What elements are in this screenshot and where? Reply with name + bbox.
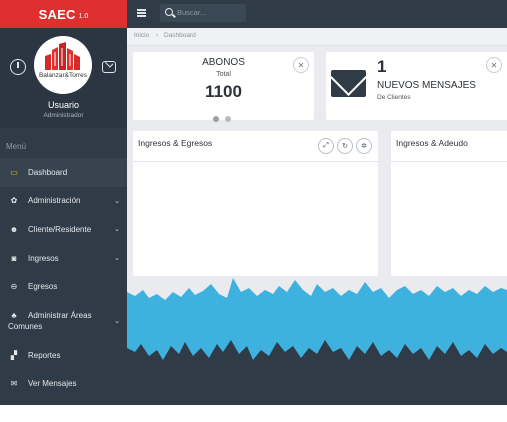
- chevron-down-icon[interactable]: ⌄: [114, 226, 120, 234]
- profile-panel: Balanzar&Torres Usuario Administrador: [0, 28, 127, 128]
- expand-icon[interactable]: ⤢: [318, 138, 334, 154]
- menu-toggle-icon[interactable]: [137, 9, 146, 18]
- chevron-down-icon[interactable]: ⌄: [114, 255, 120, 263]
- settings-icon[interactable]: ✲: [356, 138, 372, 154]
- sidebar-item-label: Dashboard: [28, 167, 68, 177]
- decorative-wave: [127, 278, 507, 405]
- breadcrumb: Inicio › Dashboard: [127, 28, 507, 46]
- panel-tools: ⤢ ↻ ✲: [318, 138, 372, 154]
- panel-ingresos-adeudo: Ingresos & Adeudo: [391, 131, 507, 276]
- sidebar-item-egresos[interactable]: ⊖ Egresos: [0, 272, 127, 301]
- mail-icon: ✉: [10, 379, 18, 389]
- company-logo: Balanzar&Torres: [34, 36, 92, 94]
- sidebar-item-dashboard[interactable]: ▭ Dashboard: [0, 158, 127, 187]
- breadcrumb-current: Dashboard: [164, 32, 196, 39]
- abonos-card: ABONOS Total 1100 ✕: [133, 52, 314, 122]
- logo-buildings-icon: [45, 42, 80, 70]
- reports-icon: ▞: [10, 350, 18, 360]
- sidebar: SAEC 1.0 Balanzar&Torres Usuario: [0, 0, 127, 405]
- abonos-subtitle: Total: [216, 71, 231, 78]
- panel-ingresos-egresos: Ingresos & Egresos ⤢ ↻ ✲: [133, 131, 378, 276]
- sidebar-item-label: Ver Mensajes: [28, 379, 77, 389]
- panel-divider: [133, 161, 378, 162]
- sidebar-item-reportes[interactable]: ▞ Reportes: [0, 341, 127, 370]
- refresh-icon[interactable]: ↻: [337, 138, 353, 154]
- breadcrumb-separator: ›: [156, 32, 159, 39]
- sidebar-item-label: Reportes: [28, 350, 61, 360]
- chevron-down-icon[interactable]: ⌄: [114, 197, 120, 205]
- messages-count: 1: [377, 57, 387, 76]
- minus-circle-icon: ⊖: [10, 282, 18, 292]
- monitor-icon: ▭: [10, 167, 18, 177]
- sidebar-item-label: Administración: [28, 196, 81, 206]
- sidebar-item-cliente-residente[interactable]: ☻ Cliente/Residente ⌄: [0, 215, 127, 244]
- menu-header: Menú: [6, 142, 27, 151]
- users-icon: ☻: [9, 224, 19, 234]
- brand-bar[interactable]: SAEC 1.0: [0, 0, 127, 28]
- sidebar-item-label: Administrar Áreas Comunes: [8, 310, 92, 331]
- sidebar-item-administración[interactable]: ✿ Administración ⌄: [0, 187, 127, 216]
- sidebar-item-label: Ingresos: [28, 253, 59, 263]
- envelope-icon: [331, 70, 366, 97]
- search-input[interactable]: [177, 6, 241, 19]
- sidebar-item-label: Egresos: [28, 282, 58, 292]
- logo-caption: Balanzar&Torres: [38, 72, 88, 79]
- messages-card: 1 NUEVOS MENSAJES De Clientes ✕: [326, 52, 507, 120]
- money-icon: ◙: [11, 253, 17, 263]
- carousel-dots: [213, 109, 237, 127]
- carousel-dot[interactable]: [213, 116, 219, 122]
- abonos-value: 1100: [205, 82, 242, 101]
- user-role: Administrador: [43, 112, 84, 119]
- close-icon[interactable]: ✕: [486, 57, 502, 73]
- sidebar-item-ver-mensajes[interactable]: ✉ Ver Mensajes: [0, 370, 127, 399]
- area-icon: ♣: [11, 310, 17, 320]
- power-icon[interactable]: [10, 59, 26, 75]
- search-box[interactable]: [160, 4, 246, 22]
- messages-subtitle: De Clientes: [377, 94, 411, 101]
- panel-title: Ingresos & Egresos: [138, 138, 213, 148]
- topbar: [127, 0, 507, 28]
- messages-icon[interactable]: [102, 61, 116, 73]
- app-version: 1.0: [78, 12, 89, 20]
- chevron-down-icon[interactable]: ⌄: [114, 317, 120, 325]
- sidebar-item-label: Cliente/Residente: [28, 224, 92, 234]
- sidebar-item-administrar-áreas-comunes[interactable]: ♣ Administrar Áreas Comunes ⌄: [0, 301, 127, 341]
- abonos-title: ABONOS: [202, 57, 245, 68]
- panel-title: Ingresos & Adeudo: [396, 138, 468, 148]
- cogs-icon: ✿: [10, 196, 18, 206]
- breadcrumb-home[interactable]: Inicio: [134, 32, 150, 39]
- user-name: Usuario: [47, 100, 79, 110]
- search-icon: [165, 8, 173, 16]
- panel-divider: [391, 161, 507, 162]
- sidebar-item-ingresos[interactable]: ◙ Ingresos ⌄: [0, 244, 127, 273]
- sidebar-menu: ▭ Dashboard ✿ Administración ⌄ ☻ Cliente/Resid…: [0, 158, 127, 398]
- close-icon[interactable]: ✕: [293, 57, 309, 73]
- carousel-dot[interactable]: [225, 116, 231, 122]
- wave-dark: [127, 340, 507, 405]
- messages-title: NUEVOS MENSAJES: [377, 80, 476, 91]
- app-name: SAEC: [38, 6, 76, 22]
- app-frame: SAEC 1.0 Balanzar&Torres Usuario: [0, 0, 507, 405]
